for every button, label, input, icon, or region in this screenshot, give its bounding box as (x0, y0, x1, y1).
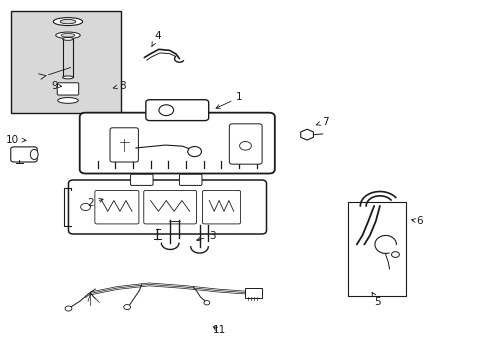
Circle shape (81, 203, 90, 211)
Ellipse shape (58, 98, 78, 103)
Text: 9: 9 (51, 81, 61, 91)
Text: 5: 5 (371, 292, 380, 307)
FancyBboxPatch shape (57, 83, 79, 95)
Ellipse shape (62, 37, 73, 40)
Ellipse shape (30, 149, 38, 159)
Text: 1: 1 (216, 92, 243, 108)
Circle shape (123, 305, 130, 310)
FancyBboxPatch shape (80, 113, 274, 174)
FancyBboxPatch shape (110, 128, 138, 162)
FancyBboxPatch shape (68, 180, 266, 234)
Text: 4: 4 (152, 31, 161, 46)
FancyBboxPatch shape (145, 100, 208, 121)
Text: 11: 11 (212, 325, 225, 336)
Circle shape (203, 301, 209, 305)
Text: 10: 10 (6, 135, 26, 145)
FancyBboxPatch shape (11, 147, 37, 162)
Bar (11, 11, 121, 113)
FancyBboxPatch shape (202, 190, 240, 224)
Ellipse shape (62, 76, 73, 79)
Ellipse shape (60, 19, 76, 24)
Ellipse shape (56, 32, 80, 39)
Text: 8: 8 (113, 81, 125, 91)
Text: 2: 2 (87, 198, 103, 208)
Circle shape (159, 105, 173, 116)
Circle shape (239, 141, 251, 150)
Circle shape (65, 306, 72, 311)
FancyBboxPatch shape (229, 124, 262, 164)
Circle shape (187, 147, 201, 157)
Circle shape (391, 252, 399, 257)
Text: 3: 3 (196, 231, 216, 241)
Text: 7: 7 (316, 117, 328, 127)
Text: 6: 6 (411, 216, 422, 226)
FancyBboxPatch shape (95, 190, 139, 224)
FancyBboxPatch shape (244, 288, 261, 298)
Ellipse shape (53, 18, 82, 26)
Bar (347, 202, 405, 296)
Ellipse shape (61, 33, 75, 37)
FancyBboxPatch shape (143, 190, 196, 224)
FancyBboxPatch shape (130, 174, 153, 185)
FancyBboxPatch shape (179, 174, 202, 185)
